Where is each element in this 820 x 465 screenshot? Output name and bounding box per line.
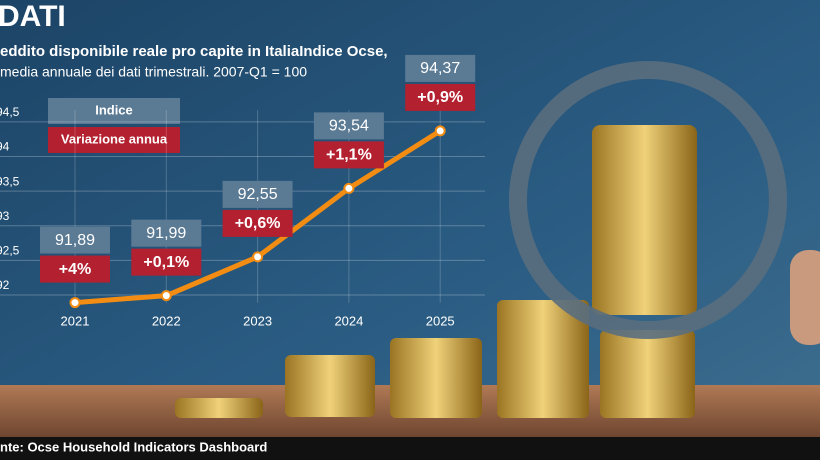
point bbox=[69, 297, 81, 309]
coin-stack bbox=[497, 300, 589, 418]
value-box bbox=[222, 180, 293, 208]
coin-stack bbox=[390, 338, 482, 418]
x-tick-label: 2024 bbox=[334, 313, 363, 328]
value-label: 94,37 bbox=[420, 60, 460, 77]
source-bar bbox=[0, 437, 820, 460]
coin-stack bbox=[175, 398, 263, 418]
value-label: 93,54 bbox=[329, 118, 369, 135]
legend-swatch bbox=[48, 98, 180, 124]
subtitle: media annuale dei dati trimestrali. 2007… bbox=[0, 64, 307, 80]
x-tick-label: 2022 bbox=[152, 313, 181, 328]
legend-label: Variazione annua bbox=[61, 131, 168, 146]
change-label: +0,9% bbox=[417, 89, 463, 106]
change-box bbox=[222, 209, 293, 237]
point bbox=[160, 290, 172, 302]
magnifier-rim bbox=[509, 61, 787, 339]
change-box bbox=[405, 83, 476, 111]
y-tick-label: 94 bbox=[0, 140, 10, 154]
coin-stack bbox=[600, 330, 695, 418]
change-box bbox=[313, 141, 384, 169]
x-tick-label: 2025 bbox=[426, 313, 455, 328]
y-tick-label: 92,5 bbox=[0, 244, 20, 258]
x-tick-label: 2021 bbox=[61, 313, 90, 328]
legend-label: Indice bbox=[95, 102, 133, 117]
subtitle: eddito disponibile reale pro capite in I… bbox=[0, 43, 388, 60]
point bbox=[434, 125, 446, 137]
change-label: +0,1% bbox=[143, 254, 189, 271]
value-box bbox=[313, 112, 384, 140]
value-box bbox=[405, 54, 476, 82]
hand bbox=[790, 250, 820, 345]
change-label: +1,1% bbox=[326, 147, 372, 164]
y-tick-label: 93 bbox=[0, 209, 10, 223]
coin-stacks bbox=[175, 125, 697, 418]
y-tick-label: 92 bbox=[0, 278, 10, 292]
change-label: +0,6% bbox=[235, 215, 281, 232]
y-tick-label: 93,5 bbox=[0, 174, 20, 188]
change-box bbox=[131, 248, 202, 276]
legend-swatch bbox=[48, 127, 180, 153]
x-tick-label: 2023 bbox=[243, 313, 272, 328]
coin-stack bbox=[285, 355, 375, 417]
value-box bbox=[40, 226, 110, 254]
value-label: 91,89 bbox=[55, 232, 95, 249]
change-label: +4% bbox=[59, 261, 91, 278]
chart-title: DATI bbox=[0, 0, 66, 33]
point bbox=[252, 251, 264, 263]
point bbox=[343, 182, 355, 194]
change-box bbox=[40, 255, 110, 283]
value-box bbox=[131, 219, 202, 247]
source: nte: Ocse Household Indicators Dashboard bbox=[0, 439, 267, 454]
y-tick-label: 94,5 bbox=[0, 105, 20, 119]
coin-stack bbox=[592, 125, 697, 315]
value-label: 92,55 bbox=[238, 186, 278, 203]
value-label: 91,99 bbox=[146, 225, 186, 242]
